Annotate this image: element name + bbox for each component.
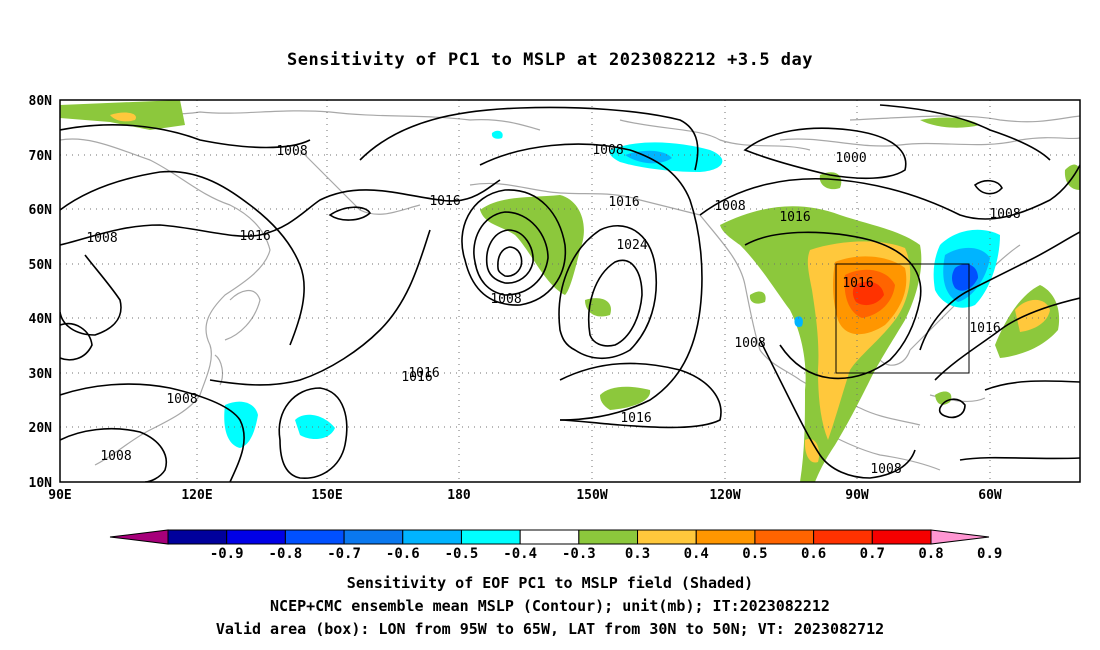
caption-contour: NCEP+CMC ensemble mean MSLP (Contour); u… (270, 597, 830, 615)
lon-label: 90E (48, 488, 71, 503)
valid-area-box (835, 263, 970, 374)
colorbar-cell (167, 529, 228, 545)
contour-label: 1008 (86, 231, 117, 246)
lon-label: 90W (845, 488, 869, 503)
colorbar-label: -0.3 (562, 546, 596, 562)
colorbar-label: -0.5 (445, 546, 479, 562)
contour-label: 1008 (714, 199, 745, 214)
caption-valid-area: Valid area (box): LON from 95W to 65W, L… (215, 620, 885, 638)
colorbar-label: -0.8 (269, 546, 303, 562)
colorbar-label: -0.6 (386, 546, 420, 562)
map-area (60, 100, 1080, 482)
colorbar-cell (460, 529, 521, 545)
contour-label: 1016 (842, 276, 873, 291)
contour-label: 1008 (490, 292, 521, 307)
colorbar-label: -0.7 (327, 546, 361, 562)
lon-label: 180 (447, 488, 471, 503)
lat-label: 80N (29, 94, 53, 109)
contour-label: 1016 (239, 229, 270, 244)
contour-label: 1008 (734, 336, 765, 351)
mslp-contours (60, 104, 1080, 482)
lat-label: 70N (29, 149, 53, 164)
lat-label: 50N (29, 258, 53, 273)
map-title: Sensitivity of PC1 to MSLP at 2023082212… (286, 50, 813, 70)
contour-label: 1016 (401, 370, 432, 385)
lon-label: 120W (709, 488, 740, 503)
caption-shading: Sensitivity of EOF PC1 to MSLP field (Sh… (346, 574, 754, 592)
colorbar-cell (813, 529, 873, 545)
colorbar-cell (871, 529, 932, 545)
colorbar-label: 0.7 (860, 546, 885, 562)
latitude-labels: 80N 70N 60N 50N 40N 30N 20N 10N (29, 94, 53, 491)
colorbar-label: 0.5 (742, 546, 767, 562)
lon-label: 150E (311, 488, 342, 503)
lat-label: 60N (29, 203, 53, 218)
lon-label: 150W (576, 488, 607, 503)
colorbar-label: 0.4 (684, 546, 709, 562)
colorbar-label: 0.3 (625, 546, 650, 562)
colorbar-cell (284, 529, 345, 545)
colorbar-cell (343, 529, 404, 545)
colorbar-cell (578, 529, 639, 545)
contour-label: 1008 (870, 462, 901, 477)
colorbar-cell (519, 529, 580, 545)
contour-label: 1000 (835, 151, 866, 166)
contour-label: 1008 (166, 392, 197, 407)
lat-label: 10N (29, 476, 53, 491)
contour-label: 1016 (969, 321, 1000, 336)
colorbar: -0.9 -0.8 -0.7 -0.6 -0.5 -0.4 -0.3 0.3 0.4 0.5 0.6… (109, 529, 1002, 562)
contour-label: 1008 (592, 143, 623, 158)
colorbar-cell (226, 529, 286, 545)
contour-label: 1008 (100, 449, 131, 464)
colorbar-label: 0.8 (918, 546, 943, 562)
contour-label: 1008 (276, 144, 307, 159)
colorbar-label: 0.9 (977, 546, 1002, 562)
lat-label: 30N (29, 367, 53, 382)
colorbar-label: 0.6 (801, 546, 826, 562)
lon-label: 60W (978, 488, 1002, 503)
colorbar-cell (930, 529, 990, 545)
lat-label: 20N (29, 421, 53, 436)
colorbar-cell (637, 529, 697, 545)
colorbar-cell (754, 529, 815, 545)
lon-label: 120E (181, 488, 212, 503)
contour-label: 1016 (620, 411, 651, 426)
contour-label: 1016 (408, 366, 439, 381)
contour-label: 1016 (429, 194, 460, 209)
colorbar-cell (695, 529, 756, 545)
colorbar-label: -0.9 (210, 546, 244, 562)
map-border (59, 99, 1081, 483)
longitude-labels: 90E 120E 150E 180 150W 120W 90W 60W (48, 488, 1002, 503)
contour-labels: 1008 1008 1016 1008 1016 1016 1008 1016 … (86, 143, 1020, 477)
contour-label: 1016 (608, 195, 639, 210)
colorbar-cell (109, 529, 169, 545)
colorbar-label: -0.4 (503, 546, 537, 562)
colorbar-cell (402, 529, 462, 545)
contour-label: 1024 (616, 238, 647, 253)
contour-label: 1016 (779, 210, 810, 225)
lat-label: 40N (29, 312, 53, 327)
contour-label: 1008 (989, 207, 1020, 222)
